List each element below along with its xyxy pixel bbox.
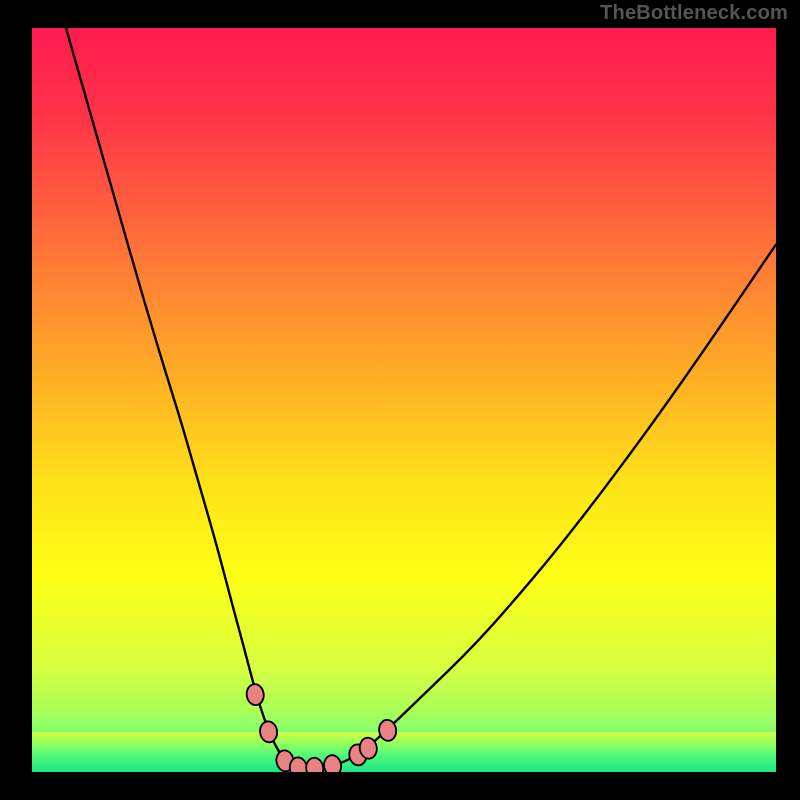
chart-container: TheBottleneck.com: [0, 0, 800, 800]
chart-svg: [0, 0, 800, 800]
data-marker: [323, 754, 343, 777]
data-marker: [305, 757, 325, 780]
data-marker: [288, 756, 308, 779]
data-marker: [259, 720, 279, 743]
data-marker: [245, 683, 265, 706]
watermark-text: TheBottleneck.com: [600, 2, 788, 25]
bottleneck-curve: [32, 0, 776, 768]
